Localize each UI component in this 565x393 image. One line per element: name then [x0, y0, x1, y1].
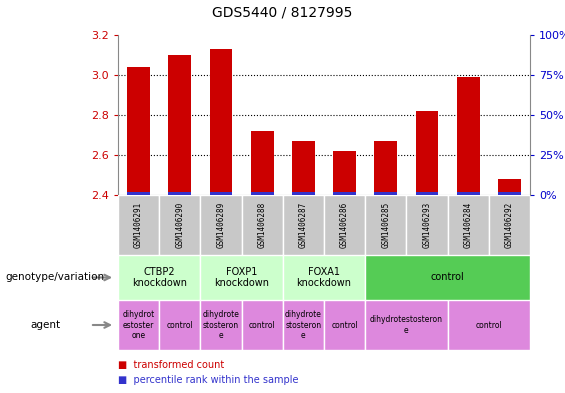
Bar [242, 300, 283, 350]
Bar [251, 192, 273, 195]
Bar [118, 300, 159, 350]
Text: dihydrot
estoster
one: dihydrot estoster one [123, 310, 155, 340]
Text: GSM1406290: GSM1406290 [175, 202, 184, 248]
Bar [201, 300, 242, 350]
Bar [251, 131, 273, 195]
Text: GSM1406285: GSM1406285 [381, 202, 390, 248]
Text: ■  transformed count: ■ transformed count [118, 360, 224, 370]
Bar [210, 192, 232, 195]
Bar [283, 255, 365, 300]
Text: FOXP1
knockdown: FOXP1 knockdown [214, 267, 269, 288]
Text: control: control [431, 272, 464, 283]
Bar [447, 195, 489, 255]
Text: control: control [167, 321, 193, 329]
Bar [457, 192, 480, 195]
Bar [447, 300, 530, 350]
Bar [292, 192, 315, 195]
Text: agent: agent [30, 320, 60, 330]
Bar [292, 141, 315, 195]
Bar [375, 192, 397, 195]
Bar [416, 192, 438, 195]
Bar [365, 195, 406, 255]
Bar [365, 255, 530, 300]
Text: ■  percentile rank within the sample: ■ percentile rank within the sample [118, 375, 298, 385]
Bar [457, 77, 480, 195]
Bar [324, 195, 365, 255]
Bar [283, 300, 324, 350]
Bar [489, 195, 530, 255]
Bar [159, 300, 201, 350]
Bar [498, 192, 521, 195]
Bar [333, 192, 356, 195]
Text: dihydrote
stosteron
e: dihydrote stosteron e [285, 310, 322, 340]
Bar [283, 195, 324, 255]
Bar [201, 195, 242, 255]
Bar [168, 55, 191, 195]
Text: GSM1406291: GSM1406291 [134, 202, 143, 248]
Bar [127, 67, 150, 195]
Bar [168, 192, 191, 195]
Text: dihydrote
stosteron
e: dihydrote stosteron e [203, 310, 240, 340]
Bar [210, 49, 232, 195]
Text: control: control [475, 321, 502, 329]
Bar [201, 255, 283, 300]
Text: genotype/variation: genotype/variation [5, 272, 104, 283]
Text: FOXA1
knockdown: FOXA1 knockdown [297, 267, 351, 288]
Text: control: control [331, 321, 358, 329]
Text: dihydrotestosteron
e: dihydrotestosteron e [370, 315, 443, 335]
Text: GDS5440 / 8127995: GDS5440 / 8127995 [212, 5, 353, 19]
Text: GSM1406286: GSM1406286 [340, 202, 349, 248]
Text: GSM1406292: GSM1406292 [505, 202, 514, 248]
Bar [365, 300, 447, 350]
Bar [324, 300, 365, 350]
Bar [416, 111, 438, 195]
Bar [127, 192, 150, 195]
Bar [333, 151, 356, 195]
Bar [242, 195, 283, 255]
Text: GSM1406288: GSM1406288 [258, 202, 267, 248]
Bar [375, 141, 397, 195]
Text: control: control [249, 321, 276, 329]
Bar [159, 195, 201, 255]
Text: GSM1406284: GSM1406284 [464, 202, 473, 248]
Text: GSM1406289: GSM1406289 [216, 202, 225, 248]
Bar [498, 179, 521, 195]
Bar [406, 195, 447, 255]
Text: CTBP2
knockdown: CTBP2 knockdown [132, 267, 186, 288]
Bar [118, 255, 201, 300]
Bar [118, 195, 159, 255]
Text: GSM1406287: GSM1406287 [299, 202, 308, 248]
Text: GSM1406293: GSM1406293 [423, 202, 432, 248]
